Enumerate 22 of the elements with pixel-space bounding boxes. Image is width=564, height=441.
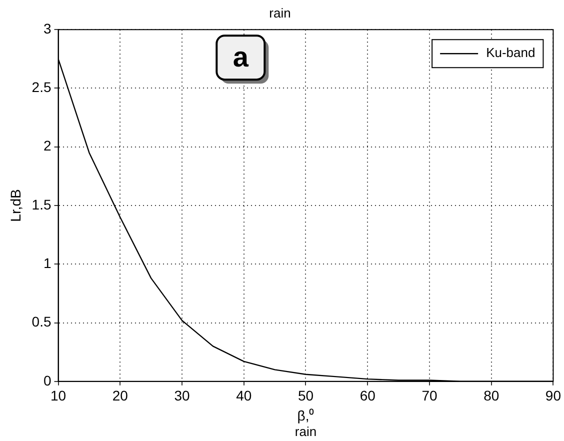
chart-title: rain (269, 5, 291, 20)
x-axis-title: β,⁰ (297, 407, 314, 424)
legend-label: Ku-band (486, 45, 536, 60)
y-axis-title: Lr,dB (7, 189, 24, 222)
text: rain (294, 424, 317, 440)
y-tick-label: 2.5 (32, 79, 52, 96)
x-tick-label: 40 (236, 388, 252, 404)
y-tick-label: 0 (43, 372, 52, 388)
y-tick-label: 1 (43, 254, 52, 271)
x-tick-label: 60 (360, 388, 376, 404)
x-tick-label: 10 (50, 388, 66, 404)
y-tick-label: 0.5 (32, 314, 52, 330)
x-tick-label: 70 (422, 388, 438, 404)
y-tick-label: 2 (43, 138, 52, 154)
x-tick-label: 30 (174, 388, 190, 404)
x-tick-label: 50 (298, 388, 314, 404)
x-tick-label: 20 (112, 388, 128, 404)
annotation: a (232, 41, 249, 72)
y-tick-label: 3 (43, 20, 52, 36)
x-tick-label: 90 (545, 388, 562, 404)
y-tick-label: 1.5 (32, 196, 52, 212)
x-tick-label: 80 (484, 388, 500, 404)
